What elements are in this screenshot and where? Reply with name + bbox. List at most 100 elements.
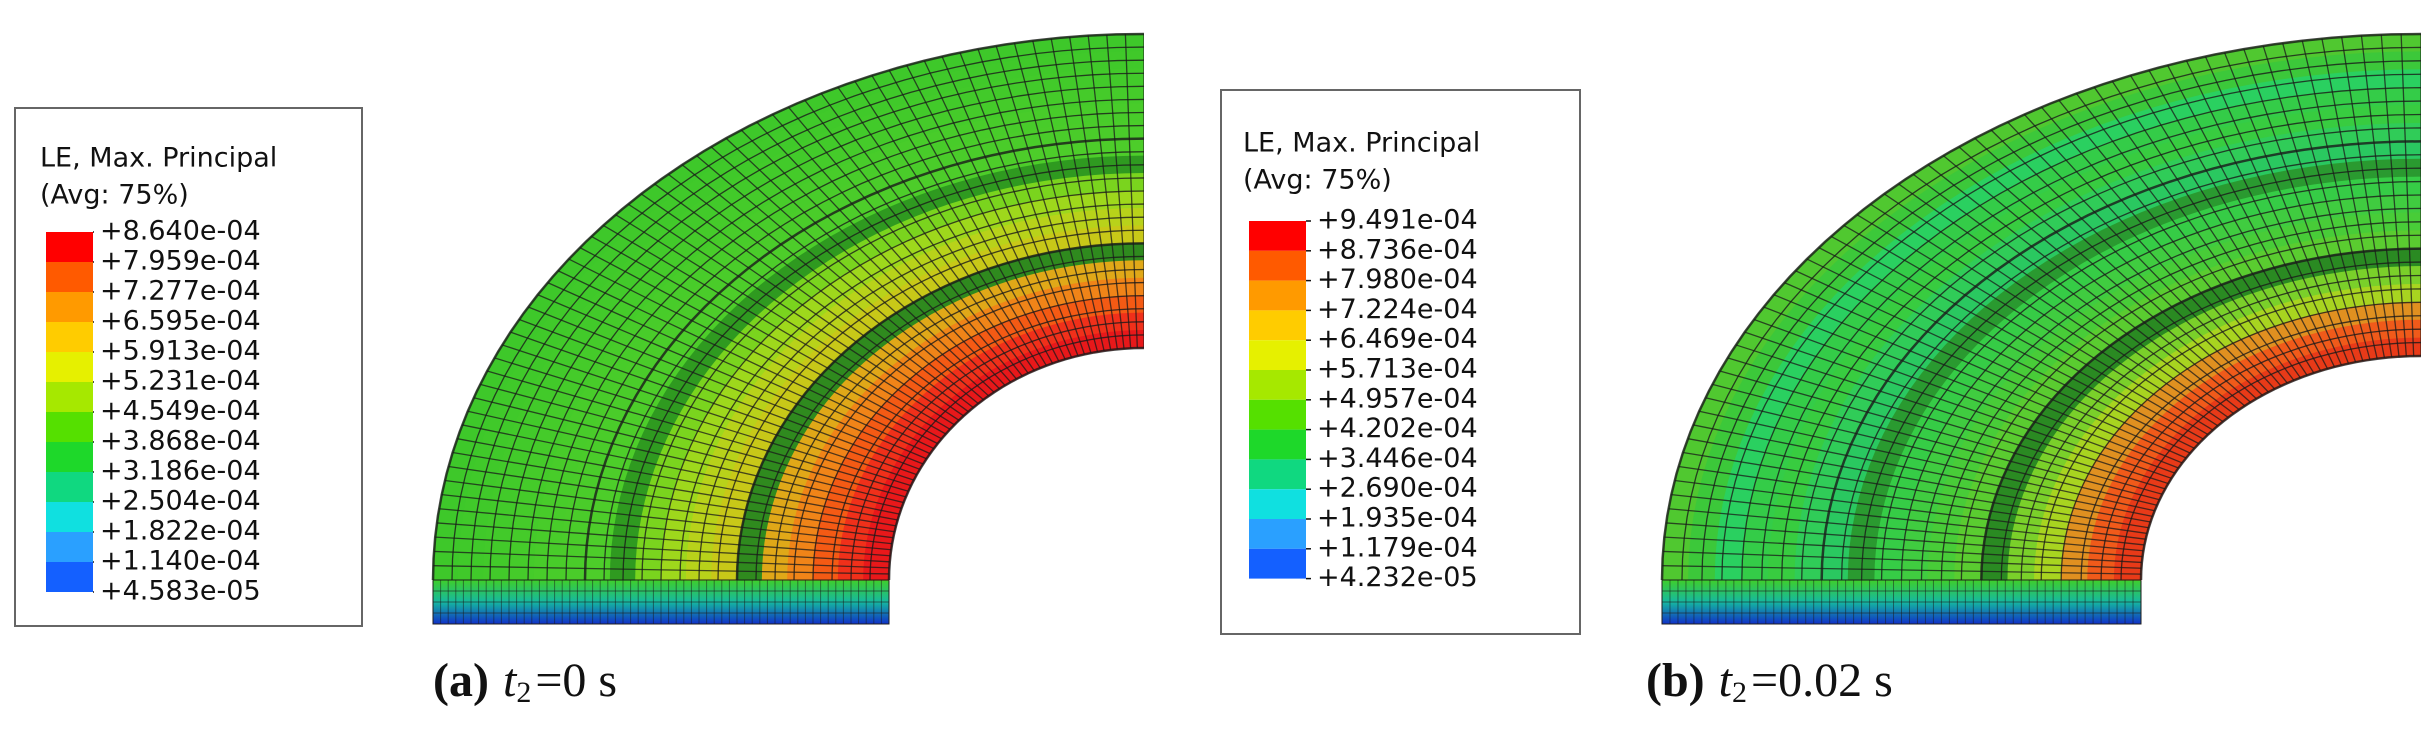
legend-value: +1.822e-04 [100, 516, 261, 547]
caption-label: (b) [1646, 654, 1705, 707]
mesh-line [735, 242, 1144, 581]
mesh-line [470, 59, 1144, 581]
legend-swatch [1249, 399, 1306, 430]
legend-title: LE, Max. Principal [40, 143, 277, 174]
legend-value: +5.913e-04 [100, 336, 261, 367]
mesh-line [850, 321, 1144, 581]
mesh-line [660, 190, 1144, 581]
legend-value: +3.186e-04 [100, 456, 261, 487]
legend-swatch [46, 472, 93, 502]
mesh-line [1681, 46, 2421, 581]
legend-swatch [1249, 459, 1306, 490]
mesh-line [1701, 60, 2421, 581]
legend-value: +7.224e-04 [1317, 294, 1478, 325]
mesh-line [679, 203, 1144, 581]
mesh-line [1840, 154, 2421, 581]
legend-value: +5.231e-04 [100, 366, 261, 397]
legend-value: +7.959e-04 [100, 246, 261, 277]
legend-value: +8.736e-04 [1317, 234, 1478, 265]
mesh-line [1980, 247, 2421, 581]
legend-value: +6.469e-04 [1317, 324, 1478, 355]
caption-value: =0 s [535, 654, 617, 707]
legend-swatch [1249, 370, 1306, 400]
legend-swatch [46, 292, 93, 322]
legend-swatch [1249, 310, 1306, 341]
legend-value: +1.140e-04 [100, 546, 261, 577]
legend-swatch [1249, 429, 1306, 460]
mesh-line [1741, 87, 2421, 581]
mesh-line [1920, 207, 2421, 581]
mesh-b [1660, 32, 2421, 625]
legend-value: +4.957e-04 [1317, 383, 1478, 414]
mesh-line [1900, 194, 2421, 581]
mesh-line [451, 46, 1144, 581]
legend-value: +4.583e-05 [100, 576, 261, 607]
legend-swatch [46, 352, 93, 382]
legend-value: +1.935e-04 [1317, 503, 1478, 534]
mesh-line [546, 111, 1144, 581]
legend-subtitle: (Avg: 75%) [40, 180, 189, 211]
legend-swatch [46, 502, 93, 532]
legend-value: +4.202e-04 [1317, 413, 1478, 444]
mesh-line [698, 216, 1144, 581]
legend-swatch [1249, 548, 1306, 579]
mesh-line [793, 281, 1144, 581]
mesh-line [1781, 113, 2421, 581]
legend-swatch [46, 262, 93, 292]
legend-subtitle: (Avg: 75%) [1243, 165, 1392, 196]
caption: (a) t2=0 s [433, 654, 617, 709]
mesh-line [2139, 354, 2421, 581]
mesh-line [1820, 140, 2421, 581]
legend-swatch [46, 562, 93, 592]
mesh-line [1960, 234, 2421, 581]
mesh-line [812, 295, 1144, 581]
legend-value: +9.491e-04 [1317, 205, 1478, 236]
legend-title: LE, Max. Principal [1243, 128, 1480, 159]
mesh-a [431, 32, 1144, 625]
mesh-line [2060, 301, 2421, 581]
caption-subscript: 2 [1732, 676, 1747, 709]
mesh-line [2120, 341, 2421, 581]
legend-value: +8.640e-04 [100, 216, 261, 247]
mesh-line [755, 255, 1144, 581]
legend-swatch [1249, 489, 1306, 519]
mesh-line [622, 164, 1144, 581]
legend-value: +5.713e-04 [1317, 354, 1478, 385]
mesh-line [603, 151, 1144, 581]
mesh-line [887, 346, 1144, 581]
legend-swatch [1249, 250, 1306, 281]
mesh-line [2000, 261, 2421, 581]
legend-swatch [46, 322, 93, 352]
legend-value: +7.277e-04 [100, 276, 261, 307]
legend-value: +3.446e-04 [1317, 443, 1478, 474]
legend-value: +6.595e-04 [100, 306, 261, 337]
caption-variable: t [503, 654, 518, 707]
caption-subscript: 2 [516, 676, 531, 709]
mesh-line [527, 98, 1144, 581]
legend-swatch [1249, 280, 1306, 311]
caption-variable: t [1719, 654, 1734, 707]
mesh-line [431, 32, 1144, 581]
legend-swatch [46, 382, 93, 412]
mesh-line [641, 177, 1144, 581]
mesh-line [1940, 221, 2421, 581]
mesh-line [2020, 274, 2421, 581]
legend-swatch [46, 532, 93, 562]
mesh-line [1880, 180, 2421, 581]
mesh-line [869, 334, 1144, 581]
caption: (b) t2=0.02 s [1646, 654, 1893, 709]
legend-value: +7.980e-04 [1317, 264, 1478, 295]
mesh-line [565, 124, 1144, 581]
caption-label: (a) [433, 654, 489, 707]
mesh-line [1721, 73, 2421, 581]
legend-swatch [1249, 519, 1306, 549]
mesh-line [508, 85, 1144, 581]
mesh-line [2040, 288, 2421, 581]
mesh-line [717, 229, 1144, 581]
mesh-line [774, 268, 1144, 581]
mesh-line [1761, 100, 2421, 581]
legend-value: +4.232e-05 [1317, 562, 1478, 593]
mesh-line [2100, 328, 2421, 581]
mesh-line [1801, 127, 2421, 581]
